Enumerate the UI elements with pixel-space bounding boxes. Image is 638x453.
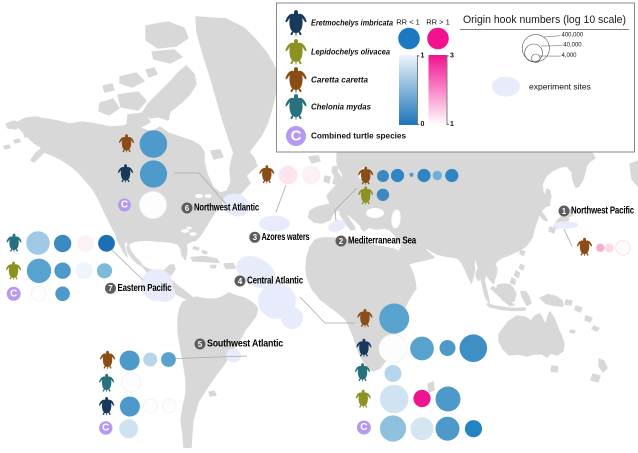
svg-text:C: C [121, 200, 128, 211]
svg-text:1: 1 [562, 207, 567, 216]
svg-text:1: 1 [421, 53, 425, 60]
svg-text:C: C [10, 288, 17, 299]
svg-text:Eastern Pacific: Eastern Pacific [118, 283, 172, 294]
svg-text:40,000: 40,000 [563, 43, 582, 49]
svg-text:C: C [360, 422, 367, 433]
svg-text:Azores waters: Azores waters [262, 232, 310, 243]
svg-text:C: C [291, 128, 302, 145]
svg-text:6: 6 [185, 204, 190, 213]
svg-text:Central Atlantic: Central Atlantic [247, 276, 303, 287]
svg-text:C: C [102, 423, 109, 434]
svg-text:5: 5 [198, 340, 203, 349]
svg-text:2: 2 [339, 237, 344, 246]
svg-text:4,000: 4,000 [562, 53, 578, 59]
svg-text:Eretmochelys imbricata: Eretmochelys imbricata [311, 19, 393, 28]
svg-text:Caretta caretta: Caretta caretta [311, 76, 369, 85]
svg-text:Mediterranean Sea: Mediterranean Sea [348, 236, 417, 247]
svg-text:Lepidochelys olivacea: Lepidochelys olivacea [311, 48, 391, 57]
svg-text:3: 3 [450, 53, 454, 60]
svg-text:Northwest Atlantic: Northwest Atlantic [194, 203, 259, 214]
svg-text:Combined turtle species: Combined turtle species [311, 132, 407, 141]
svg-text:Northwest Pacific: Northwest Pacific [571, 206, 634, 217]
svg-text:Origin hook numbers (log 10 sc: Origin hook numbers (log 10 scale) [463, 14, 626, 26]
svg-text:7: 7 [108, 284, 113, 293]
svg-text:4: 4 [238, 277, 243, 286]
svg-text:RR > 1: RR > 1 [426, 18, 450, 27]
svg-text:experiment sites: experiment sites [529, 82, 591, 92]
svg-text:0: 0 [421, 121, 425, 128]
svg-text:RR < 1: RR < 1 [396, 18, 420, 27]
svg-text:3: 3 [253, 233, 258, 242]
svg-text:1: 1 [450, 121, 454, 128]
svg-text:400,000: 400,000 [562, 33, 584, 39]
svg-text:Chelonia mydas: Chelonia mydas [311, 103, 372, 112]
svg-text:Southwest Atlantic: Southwest Atlantic [207, 339, 284, 350]
